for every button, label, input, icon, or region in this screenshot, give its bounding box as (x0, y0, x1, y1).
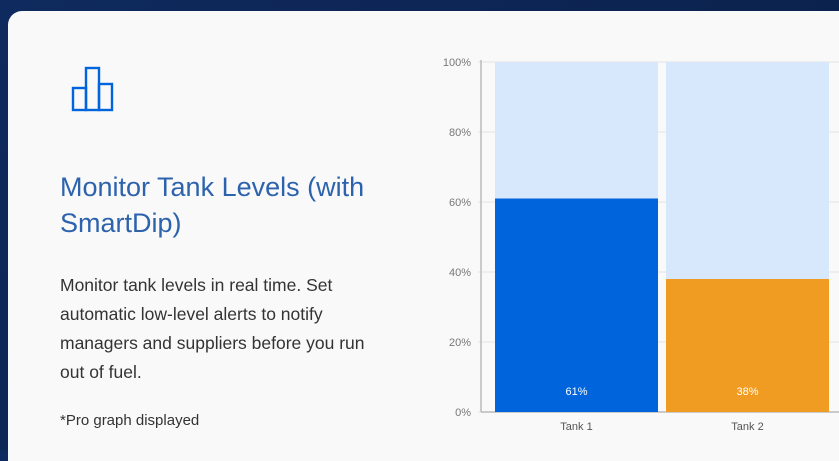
y-tick-label: 80% (449, 127, 471, 139)
bar-chart-icon (71, 66, 114, 112)
y-tick-label: 0% (455, 407, 471, 419)
graph-note: *Pro graph displayed (60, 412, 200, 429)
category-label: Tank 2 (731, 421, 763, 433)
y-tick-label: 60% (449, 197, 471, 209)
y-tick-label: 40% (449, 267, 471, 279)
y-tick-label: 20% (449, 337, 471, 349)
data-label: 38% (736, 386, 758, 398)
level-bar (666, 279, 829, 412)
y-tick-label: 100% (443, 57, 471, 69)
feature-title: Monitor Tank Levels (with SmartDip) (60, 172, 365, 238)
category-label: Tank 1 (560, 421, 592, 433)
remaining-bar (495, 62, 658, 199)
tank-level-chart: 0% 20% 40% 60% 80% 100% 61% Tank 1 38% Tank 2 (443, 57, 839, 433)
data-label: 61% (565, 386, 587, 398)
level-bar (495, 198, 658, 412)
feature-description: Monitor tank levels in real time. Set au… (60, 275, 365, 382)
remaining-bar (666, 62, 829, 279)
